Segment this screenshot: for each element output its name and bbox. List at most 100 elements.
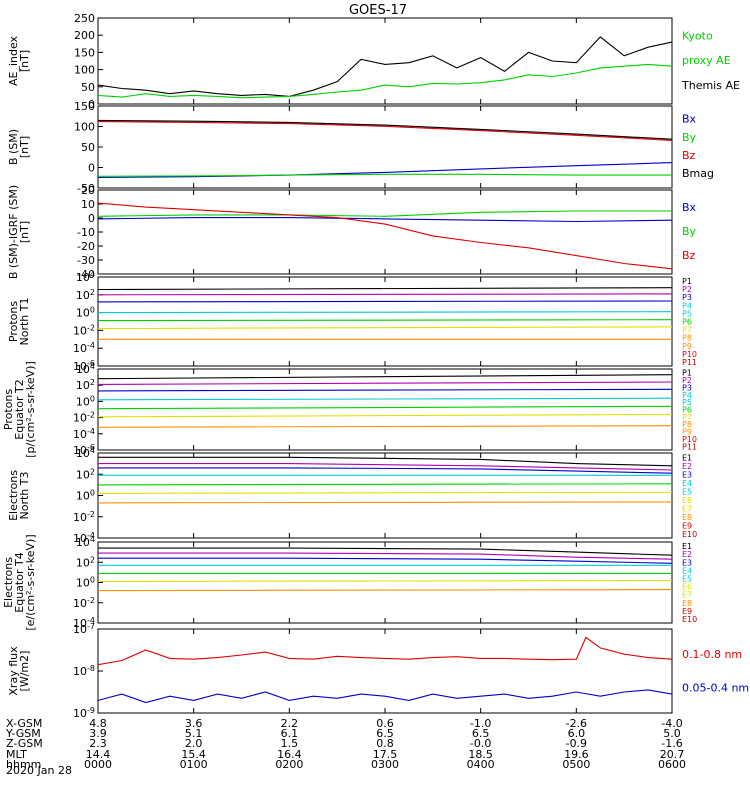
- legend-entry: P3: [682, 383, 692, 392]
- legend-entry: Bmag: [682, 167, 714, 180]
- legend-entry: P8: [682, 334, 692, 343]
- y-tick-exp: 2: [90, 288, 95, 297]
- y-tick-label: 20: [81, 184, 95, 197]
- x-axis-value: 0100: [180, 758, 208, 771]
- panel-frame-pn: [97, 276, 673, 367]
- y-tick-exp: 4: [90, 446, 95, 455]
- y-tick-base: 10: [73, 428, 87, 441]
- legend-entry: P6: [682, 406, 692, 415]
- legend-entry: E1: [682, 542, 692, 551]
- y-axis-label: B (SM)[nT]: [7, 129, 31, 165]
- y-tick-base: 10: [73, 511, 87, 524]
- y-tick-base: 10: [73, 342, 87, 355]
- series-line-pe-p3: [97, 388, 673, 392]
- x-axis-value: 6.0: [568, 727, 586, 740]
- y-tick-base: 10: [73, 707, 87, 720]
- y-tick-label: 10: [81, 198, 95, 211]
- y-tick-label: 200: [74, 29, 95, 42]
- y-tick-exp: -4: [87, 427, 95, 436]
- x-axis-value: 17.5: [373, 748, 398, 761]
- legend-entry: P11: [682, 358, 697, 367]
- series-line-xray-0-1-0-8-nm: [97, 636, 673, 666]
- y-axis-label-line: B (SM): [7, 129, 20, 165]
- x-axis-value: -1.0: [470, 717, 491, 730]
- x-axis-value: 4.8: [89, 717, 107, 730]
- y-tick-label: 10-4: [73, 341, 95, 355]
- series-line-ee-e3: [98, 557, 673, 564]
- y-tick-exp: -4: [87, 341, 95, 350]
- y-tick-label: 104: [76, 535, 95, 549]
- y-axis-label-line: [nT]: [18, 50, 31, 72]
- series-line-pe-p1: [97, 374, 673, 380]
- y-tick-base: 10: [73, 532, 87, 545]
- x-axis-value: 0500: [562, 758, 590, 771]
- x-axis-row-label: MLT: [6, 748, 27, 761]
- y-tick-label: 100: [76, 394, 95, 408]
- y-tick-label: -50: [77, 182, 95, 195]
- series-line-ee-e6: [97, 579, 673, 583]
- y-tick-label: 50: [81, 141, 95, 154]
- legend-entry: E6: [682, 496, 692, 505]
- legend-entry: P8: [682, 420, 692, 429]
- series-line-pn-p4: [97, 311, 673, 314]
- legend-entry: P1: [682, 369, 692, 378]
- x-axis-value: 19.6: [564, 748, 589, 761]
- legend-entry: Bx: [682, 113, 697, 126]
- y-tick-label: 100: [74, 64, 95, 77]
- x-axis-value: -2.6: [566, 717, 587, 730]
- series-line-bsm-bz: [97, 121, 673, 141]
- y-tick-exp: 4: [90, 535, 95, 544]
- legend-entry: P2: [682, 376, 692, 385]
- legend-entry: E8: [682, 599, 692, 608]
- x-axis-row-label: Y-GSM: [5, 727, 41, 740]
- y-tick-exp: 4: [90, 270, 95, 279]
- legend-entry: E9: [682, 521, 692, 530]
- y-tick-base: 10: [76, 556, 90, 569]
- y-tick-label: 10-6: [73, 359, 95, 373]
- panel-bsm: 150 100 50 0 -50 B (SM)[nT] Bx By Bz Bmag: [7, 100, 714, 195]
- x-axis-value: 6.5: [376, 727, 394, 740]
- legend-entry: P5: [682, 398, 692, 407]
- y-axis-label-line: [nT]: [18, 136, 31, 158]
- x-axis-value: 3.6: [185, 717, 203, 730]
- legend-entry: Bx: [682, 201, 697, 214]
- y-tick-exp: -8: [87, 664, 95, 673]
- legend-entry: P6: [682, 318, 692, 327]
- x-axis-value: 6.1: [281, 727, 299, 740]
- legend-entry: P2: [682, 285, 692, 294]
- y-tick-exp: 0: [90, 394, 95, 403]
- y-tick-base: 10: [76, 379, 90, 392]
- x-axis-value: 14.4: [86, 748, 111, 761]
- y-tick-label: 150: [74, 100, 95, 113]
- y-tick-exp: 4: [90, 362, 95, 371]
- legend-entry: E9: [682, 607, 692, 616]
- y-tick-exp: -2: [87, 411, 95, 420]
- y-tick-label: 100: [76, 576, 95, 590]
- y-tick-base: 10: [73, 623, 87, 636]
- y-axis-label: B (SM)-IGRF (SM)[nT]: [7, 185, 31, 279]
- legend-entry: E7: [682, 504, 692, 513]
- date-label: 2020 Jan 28: [6, 764, 72, 777]
- y-axis-label-line: Electrons: [7, 470, 20, 521]
- y-axis-label-line: Protons: [2, 389, 15, 430]
- x-axis-value: 15.4: [181, 748, 206, 761]
- y-tick-exp: 0: [90, 306, 95, 315]
- y-tick-base: 10: [76, 577, 90, 590]
- y-tick-base: 10: [76, 490, 90, 503]
- legend-entry: By: [682, 131, 697, 144]
- legend-entry: E1: [682, 453, 692, 462]
- y-tick-base: 10: [76, 271, 90, 284]
- y-axis-label: ProtonsEquator T2[p/(cm²-s-sr-keV)]: [2, 361, 37, 458]
- panel-frame-ae: [97, 17, 673, 105]
- series-line-en-e2: [98, 463, 673, 471]
- panel-frame-en: [97, 452, 673, 539]
- legend-entry: E7: [682, 591, 692, 600]
- y-tick-label: 150: [74, 46, 95, 59]
- legend-entry: P4: [682, 301, 692, 310]
- legend-entry: P5: [682, 309, 692, 318]
- y-tick-exp: -7: [87, 622, 95, 631]
